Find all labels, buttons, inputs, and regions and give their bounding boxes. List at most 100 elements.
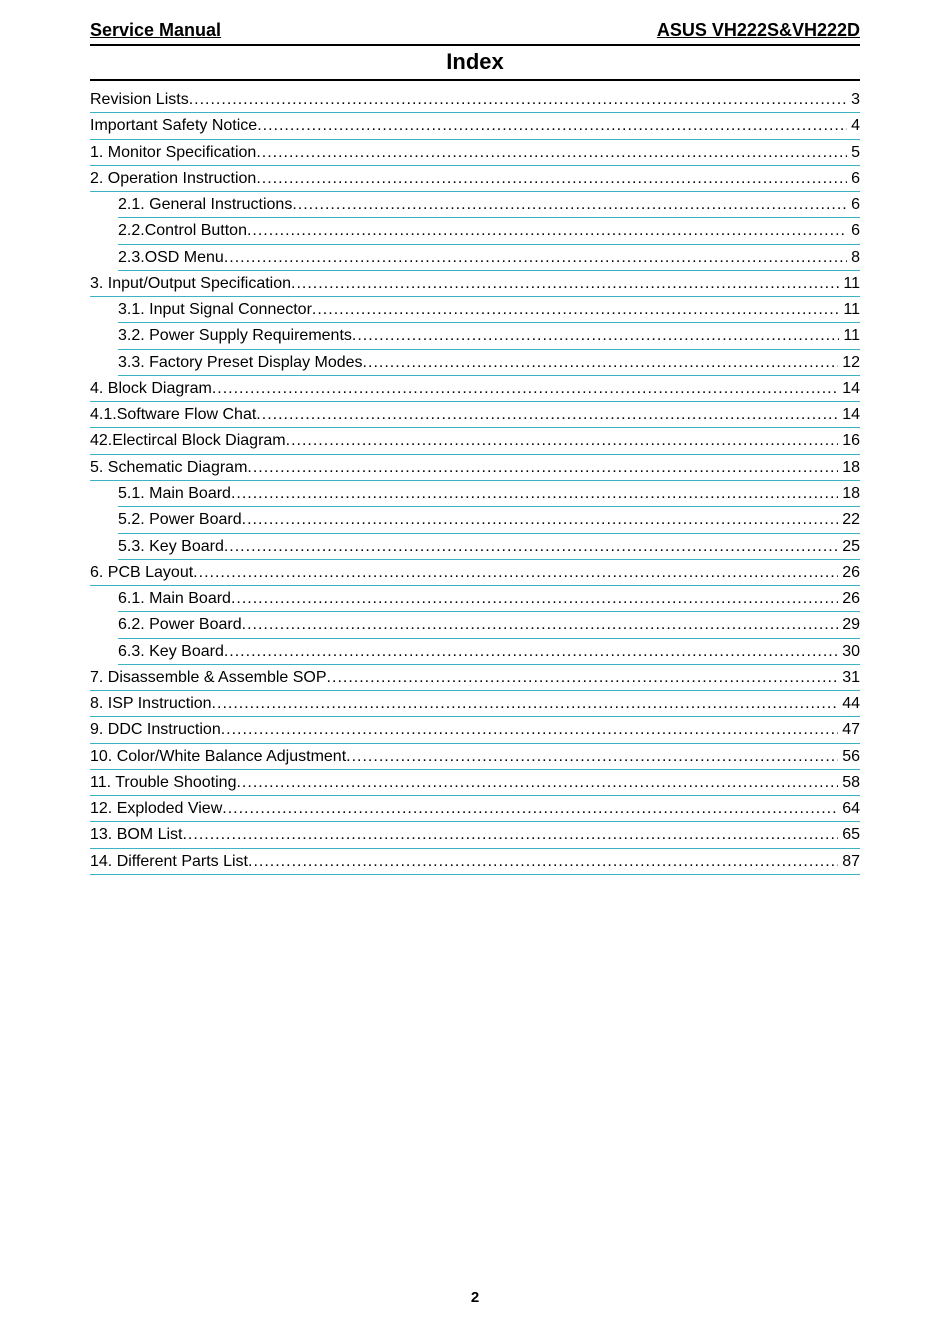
toc-page-number: 58	[838, 770, 860, 796]
toc-entry[interactable]: 12. Exploded View 64	[90, 796, 860, 822]
toc-label: 4. Block Diagram	[90, 376, 212, 402]
toc-label: 8. ISP Instruction	[90, 691, 212, 717]
toc-label: 10. Color/White Balance Adjustment	[90, 744, 346, 770]
toc-leader-dots	[212, 691, 839, 717]
toc-leader-dots	[224, 245, 847, 271]
toc-leader-dots	[292, 192, 847, 218]
toc-entry[interactable]: 3.3. Factory Preset Display Modes12	[90, 350, 860, 376]
toc-leader-dots	[346, 744, 838, 770]
toc-leader-dots	[242, 612, 839, 638]
toc-page-number: 65	[838, 822, 860, 848]
toc-page-number: 26	[838, 586, 860, 612]
toc-label: 2.3.OSD Menu	[118, 245, 224, 271]
toc-entry[interactable]: 42.Electircal Block Diagram 16	[90, 428, 860, 454]
toc-page-number: 11	[839, 297, 860, 323]
toc-leader-dots	[312, 297, 839, 323]
toc-leader-dots	[182, 822, 838, 848]
toc-entry[interactable]: 2.3.OSD Menu8	[90, 245, 860, 271]
toc-page-number: 14	[838, 402, 860, 428]
toc-label: 5.1. Main Board	[118, 481, 231, 507]
toc-label: 42.Electircal Block Diagram	[90, 428, 286, 454]
toc-label: 3.3. Factory Preset Display Modes	[118, 350, 363, 376]
toc-entry[interactable]: 6. PCB Layout 26	[90, 560, 860, 586]
toc-entry[interactable]: 14. Different Parts List 87	[90, 849, 860, 875]
toc-leader-dots	[222, 796, 838, 822]
toc-page-number: 30	[838, 639, 860, 665]
toc-leader-dots	[224, 534, 838, 560]
toc-leader-dots	[256, 140, 847, 166]
toc-entry[interactable]: 2.2.Control Button 6	[90, 218, 860, 244]
toc-entry[interactable]: 2.1. General Instructions 6	[90, 192, 860, 218]
toc-entry[interactable]: 3. Input/Output Specification11	[90, 271, 860, 297]
toc-page-number: 87	[838, 849, 860, 875]
toc-entry[interactable]: Revision Lists 3	[90, 87, 860, 113]
toc-label: 4.1.Software Flow Chat	[90, 402, 256, 428]
toc-leader-dots	[352, 323, 839, 349]
page-header: Service Manual ASUS VH222S&VH222D	[90, 20, 860, 46]
toc-leader-dots	[247, 218, 847, 244]
toc-label: 7. Disassemble & Assemble SOP	[90, 665, 327, 691]
toc-entry[interactable]: 5.3. Key Board25	[90, 534, 860, 560]
toc-label: 1. Monitor Specification	[90, 140, 256, 166]
toc-entry[interactable]: 2. Operation Instruction6	[90, 166, 860, 192]
toc-entry[interactable]: 7. Disassemble & Assemble SOP 31	[90, 665, 860, 691]
toc-page-number: 6	[847, 192, 860, 218]
toc-entry[interactable]: 3.1. Input Signal Connector 11	[90, 297, 860, 323]
toc-entry[interactable]: 5.1. Main Board18	[90, 481, 860, 507]
toc-entry[interactable]: 5.2. Power Board22	[90, 507, 860, 533]
toc-page-number: 5	[847, 140, 860, 166]
toc-entry[interactable]: 5. Schematic Diagram18	[90, 455, 860, 481]
toc-page-number: 26	[838, 560, 860, 586]
toc-label: 2.1. General Instructions	[118, 192, 292, 218]
toc-label: 3.1. Input Signal Connector	[118, 297, 312, 323]
toc-entry[interactable]: 3.2. Power Supply Requirements11	[90, 323, 860, 349]
toc-label: 3. Input/Output Specification	[90, 271, 291, 297]
toc-entry[interactable]: Important Safety Notice 4	[90, 113, 860, 139]
toc-entry[interactable]: 8. ISP Instruction 44	[90, 691, 860, 717]
toc-page-number: 44	[838, 691, 860, 717]
toc-leader-dots	[236, 770, 838, 796]
toc-leader-dots	[189, 87, 847, 113]
toc-label: Revision Lists	[90, 87, 189, 113]
toc-label: 6.2. Power Board	[118, 612, 242, 638]
toc-label: 6.3. Key Board	[118, 639, 224, 665]
toc-entry[interactable]: 10. Color/White Balance Adjustment56	[90, 744, 860, 770]
toc-label: 6. PCB Layout	[90, 560, 193, 586]
toc-page-number: 16	[838, 428, 860, 454]
toc-label: 5. Schematic Diagram	[90, 455, 247, 481]
toc-page-number: 64	[838, 796, 860, 822]
toc-page-number: 25	[838, 534, 860, 560]
toc-leader-dots	[193, 560, 838, 586]
toc-page-number: 31	[838, 665, 860, 691]
table-of-contents: Revision Lists3Important Safety Notice41…	[90, 87, 860, 875]
toc-label: Important Safety Notice	[90, 113, 257, 139]
index-title: Index	[90, 49, 860, 81]
toc-label: 3.2. Power Supply Requirements	[118, 323, 352, 349]
toc-leader-dots	[247, 455, 838, 481]
toc-label: 5.2. Power Board	[118, 507, 242, 533]
toc-page-number: 6	[847, 218, 860, 244]
toc-entry[interactable]: 6.1. Main Board 26	[90, 586, 860, 612]
toc-leader-dots	[224, 639, 838, 665]
toc-label: 2. Operation Instruction	[90, 166, 256, 192]
toc-entry[interactable]: 9. DDC Instruction47	[90, 717, 860, 743]
toc-entry[interactable]: 4.1.Software Flow Chat 14	[90, 402, 860, 428]
header-left: Service Manual	[90, 20, 221, 41]
toc-label: 14. Different Parts List	[90, 849, 248, 875]
toc-page-number: 4	[847, 113, 860, 139]
toc-entry[interactable]: 4. Block Diagram14	[90, 376, 860, 402]
toc-label: 12. Exploded View	[90, 796, 222, 822]
toc-entry[interactable]: 1. Monitor Specification 5	[90, 140, 860, 166]
toc-leader-dots	[242, 507, 839, 533]
toc-entry[interactable]: 6.3. Key Board 30	[90, 639, 860, 665]
toc-label: 6.1. Main Board	[118, 586, 231, 612]
toc-leader-dots	[248, 849, 838, 875]
toc-entry[interactable]: 11. Trouble Shooting58	[90, 770, 860, 796]
toc-page-number: 3	[847, 87, 860, 113]
toc-leader-dots	[257, 113, 847, 139]
toc-entry[interactable]: 13. BOM List65	[90, 822, 860, 848]
toc-entry[interactable]: 6.2. Power Board29	[90, 612, 860, 638]
toc-leader-dots	[286, 428, 839, 454]
toc-label: 2.2.Control Button	[118, 218, 247, 244]
toc-leader-dots	[231, 481, 838, 507]
